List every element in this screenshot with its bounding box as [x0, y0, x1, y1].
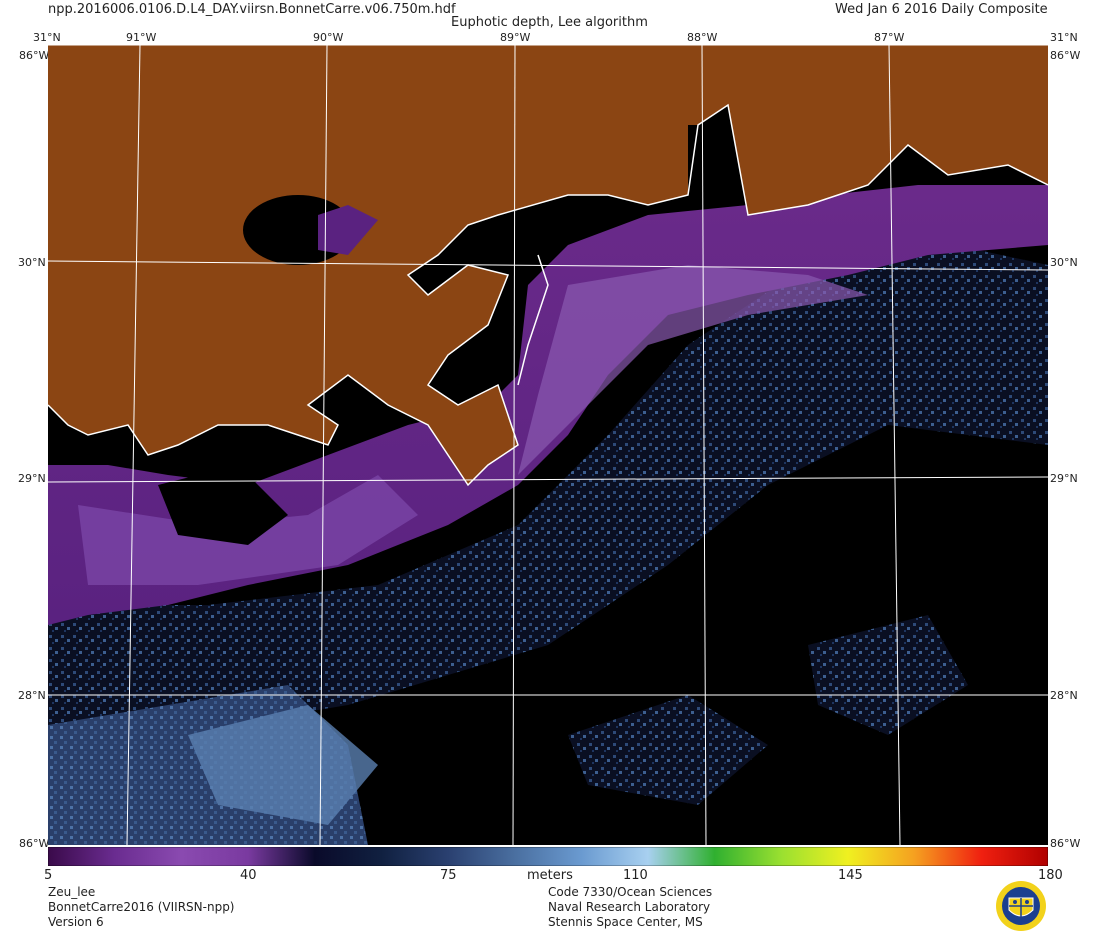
footer-lab: Naval Research Laboratory: [548, 900, 711, 914]
lon-label-91w: 91°W: [126, 31, 157, 44]
file-name: npp.2016006.0106.D.L4_DAY.viirsn.BonnetC…: [48, 2, 456, 17]
colorbar-tick-145: 145: [838, 868, 863, 883]
lat-label-28n-left: 28°N: [18, 689, 46, 702]
blue-patch-central: [568, 695, 768, 805]
footer-code: Code 7330/Ocean Sciences: [548, 885, 713, 899]
speckled-offshore-water: [48, 235, 1048, 745]
lat-label-29n-left: 29°N: [18, 472, 46, 485]
footer-dataset: BonnetCarre2016 (VIIRSN-npp): [48, 900, 235, 914]
bright-purple-plume: [518, 265, 868, 475]
corner-label-br: 86°W: [1050, 837, 1081, 850]
lon-label-87w: 87°W: [874, 31, 905, 44]
lat-label-29n-right: 29°N: [1050, 472, 1078, 485]
colorbar: [48, 847, 1048, 866]
lon-line-91w: [126, 45, 141, 845]
composite-date: Wed Jan 6 2016 Daily Composite: [835, 2, 1048, 17]
footer-version: Version 6: [48, 915, 104, 929]
chandeleur-islands: [517, 254, 549, 386]
euphotic-depth-map: [48, 45, 1048, 845]
corner-label-tl: 86°W: [19, 49, 50, 62]
corner-label-tr: 86°W: [1050, 49, 1081, 62]
colorbar-tick-110: 110: [623, 868, 648, 883]
mobile-bay: [688, 125, 728, 205]
lake-purple-area: [318, 205, 378, 255]
land-mass: [48, 45, 1048, 485]
lon-label-88w: 88°W: [687, 31, 718, 44]
colorbar-tick-75: 75: [440, 868, 457, 883]
colorbar-units: meters: [527, 868, 573, 883]
graticule: [48, 45, 1048, 845]
corner-label-bl: 86°W: [19, 837, 50, 850]
top-right-lat-label: 31°N: [1050, 31, 1078, 44]
colorbar-tick-40: 40: [240, 868, 257, 883]
lon-line-89w: [512, 45, 516, 845]
lat-label-30n-left: 30°N: [18, 256, 46, 269]
nodata-patch: [158, 465, 288, 545]
blue-patch-south: [188, 705, 378, 825]
lat-line-30n: [48, 260, 1048, 271]
colorbar-tick-180: 180: [1038, 868, 1063, 883]
footer-location: Stennis Space Center, MS: [548, 915, 703, 929]
lat-label-28n-right: 28°N: [1050, 689, 1078, 702]
map-svg: [48, 45, 1048, 845]
nrl-seal-icon: [996, 881, 1046, 931]
lat-line-29n: [48, 476, 1048, 483]
colorbar-tick-5: 5: [44, 868, 53, 883]
lat-label-30n-right: 30°N: [1050, 256, 1078, 269]
coastline: [48, 103, 1048, 487]
lon-label-90w: 90°W: [313, 31, 344, 44]
lon-line-88w: [701, 45, 707, 845]
lon-line-87w: [888, 45, 901, 845]
top-left-lat-label: 31°N: [33, 31, 61, 44]
lon-line-90w: [319, 45, 328, 845]
footer-product: Zeu_lee: [48, 885, 96, 899]
lon-label-89w: 89°W: [500, 31, 531, 44]
blue-patch-east: [808, 615, 968, 735]
colorbar-fill: [48, 847, 1048, 866]
product-title: Euphotic depth, Lee algorithm: [451, 15, 648, 30]
